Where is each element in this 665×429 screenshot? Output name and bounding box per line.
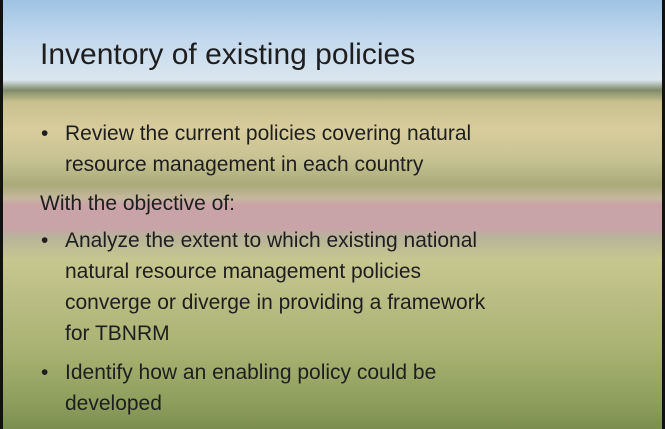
text-line: Review the current policies covering nat… bbox=[65, 118, 640, 149]
bullet-item: Analyze the extent to which existing nat… bbox=[40, 225, 640, 349]
text-line: developed bbox=[65, 388, 640, 419]
text-line: natural resource management policies bbox=[65, 256, 640, 287]
text-line: for TBNRM bbox=[65, 318, 640, 349]
frame-edge bbox=[0, 0, 3, 429]
text-line: With the objective of: bbox=[40, 188, 640, 219]
text-line: resource management in each country bbox=[65, 149, 640, 180]
slide: Inventory of existing policies Review th… bbox=[0, 0, 665, 429]
bullet-item: Identify how an enabling policy could be… bbox=[40, 357, 640, 419]
body-text: With the objective of: bbox=[40, 188, 640, 219]
text-line: Analyze the extent to which existing nat… bbox=[65, 225, 640, 256]
text-line: converge or diverge in providing a frame… bbox=[65, 287, 640, 318]
text-line: Identify how an enabling policy could be bbox=[65, 357, 640, 388]
bullet-item: Review the current policies covering nat… bbox=[40, 118, 640, 180]
slide-title: Inventory of existing policies bbox=[40, 38, 415, 72]
slide-body: Review the current policies covering nat… bbox=[40, 118, 640, 427]
